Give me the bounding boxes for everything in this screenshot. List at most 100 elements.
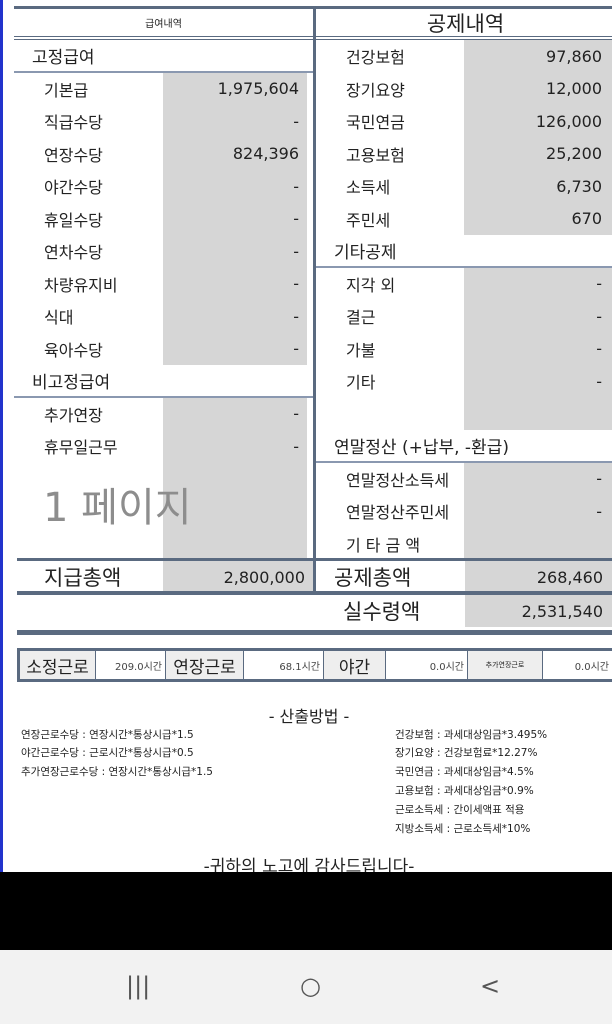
row-label: 식대 (44, 308, 74, 328)
row-label: 결근 (346, 308, 376, 328)
method-line: 추가연장근로수당 : 연장시간*통상시급*1.5 (21, 766, 213, 778)
row-value: - (163, 397, 307, 430)
method-line: 연장근로수당 : 연장시간*통상시급*1.5 (21, 729, 194, 741)
table-row: 연장수당 824,396 (14, 137, 313, 170)
black-area (0, 872, 612, 950)
table-row: 기타 - (316, 365, 612, 398)
method-line: 건강보험 : 과세대상임금*3.495% (395, 729, 548, 741)
method-line: 근로소득세 : 간이세액표 적용 (395, 804, 525, 816)
row-value (464, 397, 612, 430)
row-label: 건강보험 (346, 48, 405, 68)
section-header: 연말정산 (+납부, -환급) (316, 430, 612, 463)
hours-label: 연장근로 (166, 651, 244, 679)
row-label: 육아수당 (44, 340, 103, 360)
table-row: 주민세 670 (316, 202, 612, 235)
method-line: 고용보험 : 과세대상임금*0.9% (395, 785, 534, 797)
row-label: 기 타 금 액 (346, 535, 421, 555)
table-row: 추가연장 - (14, 397, 313, 430)
row-value (163, 462, 307, 495)
row-value: - (464, 495, 612, 528)
row-value: - (163, 332, 307, 365)
net-pay-label: 실수령액 (343, 600, 421, 624)
table-row: 가불 - (316, 332, 612, 365)
row-value: 25,200 (464, 137, 612, 170)
row-label: 기타공제 (334, 242, 397, 263)
column-divider (313, 6, 316, 592)
section-header: 고정급여 (14, 40, 313, 73)
row-value: 6,730 (464, 170, 612, 203)
row-label: 연장수당 (44, 145, 103, 165)
row-value: - (163, 105, 307, 138)
row-value: - (163, 267, 307, 300)
row-label: 장기요양 (346, 80, 405, 100)
row-label: 연말정산소득세 (346, 470, 450, 490)
row-label (316, 398, 464, 431)
divider (17, 558, 612, 561)
row-value: - (464, 462, 612, 495)
row-value: - (464, 332, 612, 365)
deduction-total-value: 268,460 (465, 561, 612, 593)
table-row: 휴무일근무 - (14, 430, 313, 463)
table-row: 연말정산소득세 - (316, 462, 612, 495)
row-label: 추가연장 (44, 405, 103, 425)
hours-table: 소정근로 209.0시간 연장근로 68.1시간 야간 0.0시간 추가연장근로… (17, 648, 612, 682)
method-line: 야간근로수당 : 근로시간*통상시급*0.5 (21, 747, 194, 759)
net-pay-value: 2,531,540 (465, 595, 612, 627)
row-value: - (464, 300, 612, 333)
row-label: 휴무일근무 (44, 438, 118, 458)
row-label: 차량유지비 (44, 275, 118, 295)
hours-label: 야간 (324, 651, 386, 679)
table-row: 차량유지비 - (14, 267, 313, 300)
row-value (464, 527, 612, 560)
row-label: 비고정급여 (32, 372, 111, 393)
method-title: - 산출방법 - (268, 707, 350, 726)
method-line: 국민연금 : 과세대상임금*4.5% (395, 766, 534, 778)
table-row: 건강보험 97,860 (316, 40, 612, 73)
table-row: 야간수당 - (14, 170, 313, 203)
page-watermark: 1 페이지 (43, 485, 192, 531)
row-label: 가불 (346, 340, 376, 360)
deduction-total-label: 공제총액 (334, 566, 412, 590)
row-value: - (163, 170, 307, 203)
row-label: 국민연금 (346, 113, 405, 133)
hours-value: 209.0시간 (96, 651, 166, 679)
table-row: 연말정산주민세 - (316, 495, 612, 528)
row-value: - (163, 202, 307, 235)
divider (17, 630, 612, 635)
table-row: 기 타 금 액 (316, 527, 612, 560)
home-icon[interactable]: ○ (300, 972, 321, 1000)
row-value: 12,000 (464, 72, 612, 105)
row-label: 기타 (346, 373, 376, 393)
row-value: 97,860 (464, 40, 612, 73)
row-value: - (163, 300, 307, 333)
deduction-header: 공제내역 (316, 6, 612, 40)
table-row: 소득세 6,730 (316, 170, 612, 203)
row-label: 소득세 (346, 178, 391, 198)
method-line: 장기요양 : 건강보험료*12.27% (395, 747, 538, 759)
table-row: 지각 외 - (316, 267, 612, 300)
row-label: 기본급 (44, 80, 89, 100)
table-row (14, 495, 313, 528)
table-row: 장기요양 12,000 (316, 72, 612, 105)
table-row: 육아수당 - (14, 332, 313, 365)
hours-value: 0.0시간 (574, 661, 609, 673)
row-value: 670 (464, 202, 612, 235)
back-icon[interactable]: < (480, 972, 501, 1000)
recents-icon[interactable]: ||| (126, 972, 151, 1000)
table-row: 결근 - (316, 300, 612, 333)
pay-total-label: 지급총액 (44, 566, 122, 590)
deduction-list: 건강보험 97,860 장기요양 12,000 국민연금 126,000 고용보험 25,20… (316, 40, 612, 560)
row-label: 연차수당 (44, 243, 103, 263)
table-row: 직급수당 - (14, 105, 313, 138)
row-label: 휴일수당 (44, 210, 103, 230)
section-header: 기타공제 (316, 235, 612, 268)
row-value: 126,000 (464, 105, 612, 138)
table-row: 연차수당 - (14, 235, 313, 268)
table-row: 식대 - (14, 300, 313, 333)
pay-header: 급여내역 (14, 6, 313, 40)
row-value: 1,975,604 (163, 72, 307, 105)
row-value: 824,396 (163, 137, 307, 170)
hours-label: 소정근로 (20, 651, 96, 679)
